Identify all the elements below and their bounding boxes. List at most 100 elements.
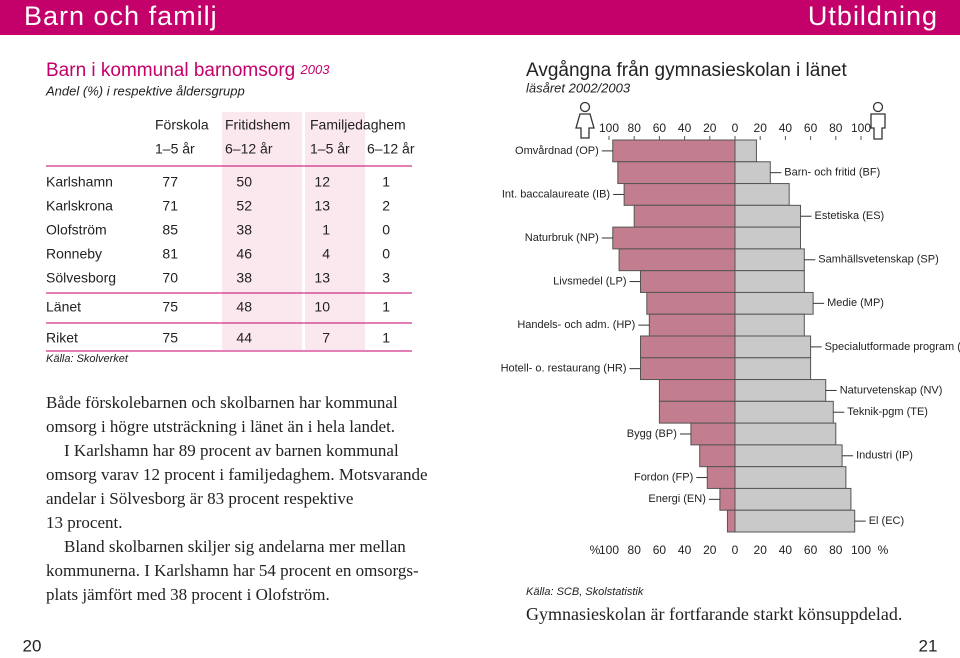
category-label: Energi (EN) <box>648 493 705 505</box>
shade <box>222 112 302 350</box>
bar-left <box>706 466 736 489</box>
column-group: Familjedaghem <box>310 117 406 133</box>
x-tick-label: 80 <box>829 543 843 557</box>
female-icon <box>575 101 595 139</box>
category-label: Omvårdnad (OP) <box>515 145 599 157</box>
row-label: Sölvesborg <box>46 270 116 286</box>
body-text: I Karlshamn har 89 procent av barnen kom… <box>64 441 399 460</box>
bar-left <box>646 291 736 315</box>
x-tick-label: 40 <box>678 543 692 557</box>
bar-right <box>734 335 812 359</box>
page-number: 20 <box>23 636 42 655</box>
category-label: Int. baccalaureate (IB) <box>502 188 610 200</box>
body-text: kommunerna. I Karlshamn har 54 procent e… <box>46 561 419 580</box>
bar-right <box>734 161 771 185</box>
category-label: Naturbruk (NP) <box>525 232 599 244</box>
bar-left <box>699 444 736 468</box>
cell: 50 <box>236 174 252 190</box>
category-label: Handels- och adm. (HP) <box>517 319 635 331</box>
x-tick-label: 80 <box>628 543 642 557</box>
title-text: Barn i kommunal barnomsorg <box>46 60 295 81</box>
body-text: plats jämfört med 38 procent i Olofström… <box>46 585 330 604</box>
table-title: Barn i kommunal barnomsorg 2003 <box>46 60 330 81</box>
bar-right <box>734 422 837 446</box>
cell: 75 <box>162 299 178 315</box>
x-tick-label: 20 <box>754 543 768 557</box>
bar-right <box>734 139 757 163</box>
x-tick-label: 40 <box>678 121 692 135</box>
cell: 1 <box>382 299 390 315</box>
x-tick-label: 100 <box>599 121 619 135</box>
cell: 48 <box>236 299 252 315</box>
category-label: Naturvetenskap (NV) <box>840 384 943 396</box>
cell: 44 <box>236 330 252 346</box>
bar-left <box>640 357 736 381</box>
bar-left <box>658 379 736 402</box>
cell: 13 <box>314 198 330 214</box>
body-text: omsorg varav 12 procent i familjedaghem.… <box>46 465 428 484</box>
x-tick-label: 60 <box>804 543 818 557</box>
category-label: Bygg (BP) <box>627 428 677 440</box>
chart-caption: Gymnasieskolan är fortfarande starkt kön… <box>526 604 902 624</box>
bar-left <box>618 248 736 272</box>
x-tick-label: 20 <box>703 121 717 135</box>
x-tick-label: 100 <box>851 543 871 557</box>
bar-left <box>719 487 736 511</box>
column-group: Fritidshem <box>225 117 290 133</box>
x-tick-label: 20 <box>754 121 768 135</box>
bar-left <box>640 270 736 293</box>
cell: 7 <box>322 330 330 346</box>
category-label: Specialutformade program (SM) <box>825 341 960 353</box>
bar-right <box>734 313 805 337</box>
x-tick-label: 80 <box>829 121 843 135</box>
cell: 71 <box>162 198 178 214</box>
column-group: Förskola <box>155 117 209 133</box>
row-label: Karlshamn <box>46 174 113 190</box>
bar-right <box>734 183 790 206</box>
body-text: Bland skolbarnen skiljer sig andelarna m… <box>64 537 406 556</box>
x-tick-label: 100 <box>851 121 871 135</box>
header-right: Utbildning <box>808 1 938 31</box>
bar-left <box>617 161 736 185</box>
column-header: 6–12 år <box>225 141 273 157</box>
cell: 38 <box>236 222 252 238</box>
category-label: Samhällsvetenskap (SP) <box>818 254 938 266</box>
x-tick-label: 60 <box>653 121 667 135</box>
x-tick-label: 80 <box>628 121 642 135</box>
cell: 3 <box>382 270 390 286</box>
cell: 46 <box>236 246 252 262</box>
cell: 77 <box>162 174 178 190</box>
x-tick-label: 40 <box>779 121 793 135</box>
x-tick-label: 60 <box>653 543 667 557</box>
chart-source: Källa: SCB, Skolstatistik <box>526 586 644 598</box>
cell: 0 <box>382 246 390 262</box>
x-tick-label: 60 <box>804 121 818 135</box>
category-label: Medie (MP) <box>827 297 884 309</box>
page-number: 21 <box>919 636 938 655</box>
row-label: Ronneby <box>46 246 102 262</box>
column-header: 6–12 år <box>367 141 415 157</box>
cell: 2 <box>382 198 390 214</box>
bar-right <box>734 248 805 272</box>
unit-label: % <box>878 543 889 557</box>
bar-right <box>734 466 847 489</box>
body-text: 13 procent. <box>46 513 122 532</box>
body-text: andelar i Sölvesborg är 83 procent respe… <box>46 489 353 508</box>
x-tick-label: 100 <box>599 543 619 557</box>
bar-left <box>658 400 736 424</box>
category-label: Teknik-pgm (TE) <box>847 406 928 418</box>
row-label: Olofström <box>46 222 107 238</box>
table-subtitle: Andel (%) i respektive åldersgrupp <box>45 83 245 98</box>
row-label: Länet <box>46 299 81 315</box>
bar-right <box>734 291 814 315</box>
bar-left <box>623 183 736 206</box>
bar-right <box>734 379 827 402</box>
bar-right <box>734 204 802 228</box>
bar-right <box>734 400 834 424</box>
cell: 13 <box>314 270 330 286</box>
x-tick-label: 40 <box>779 543 793 557</box>
header-band <box>0 0 960 35</box>
bar-right <box>734 509 856 533</box>
x-tick-label: 20 <box>703 543 717 557</box>
shade <box>305 112 365 350</box>
